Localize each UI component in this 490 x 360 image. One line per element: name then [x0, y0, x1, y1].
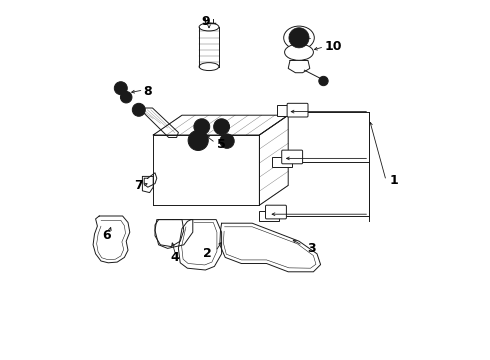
- Ellipse shape: [199, 23, 219, 31]
- Circle shape: [188, 130, 208, 150]
- Bar: [272, 157, 292, 167]
- Circle shape: [289, 28, 309, 48]
- FancyBboxPatch shape: [282, 150, 303, 164]
- FancyBboxPatch shape: [287, 103, 308, 117]
- Text: 10: 10: [324, 40, 342, 53]
- Bar: [259, 211, 279, 221]
- Bar: [277, 105, 297, 116]
- Text: 8: 8: [144, 85, 152, 98]
- Circle shape: [220, 134, 234, 148]
- Circle shape: [136, 107, 142, 113]
- Ellipse shape: [284, 26, 314, 49]
- Ellipse shape: [285, 44, 314, 60]
- Text: 1: 1: [390, 174, 399, 186]
- Circle shape: [117, 85, 124, 92]
- Text: 4: 4: [171, 251, 179, 264]
- Circle shape: [217, 122, 226, 131]
- Text: 6: 6: [102, 229, 111, 242]
- Ellipse shape: [199, 63, 219, 71]
- Circle shape: [197, 122, 206, 131]
- Circle shape: [123, 94, 129, 100]
- FancyBboxPatch shape: [266, 205, 286, 219]
- Circle shape: [194, 119, 210, 135]
- Circle shape: [121, 91, 132, 103]
- Text: 7: 7: [134, 179, 143, 192]
- Circle shape: [193, 135, 204, 146]
- Circle shape: [214, 119, 229, 135]
- Text: 2: 2: [203, 247, 212, 260]
- Text: 3: 3: [307, 242, 316, 255]
- Text: 9: 9: [201, 15, 210, 28]
- Circle shape: [114, 82, 127, 95]
- Circle shape: [132, 103, 145, 116]
- Text: 5: 5: [217, 138, 226, 150]
- Circle shape: [319, 76, 328, 86]
- Circle shape: [295, 34, 303, 41]
- Circle shape: [223, 138, 231, 145]
